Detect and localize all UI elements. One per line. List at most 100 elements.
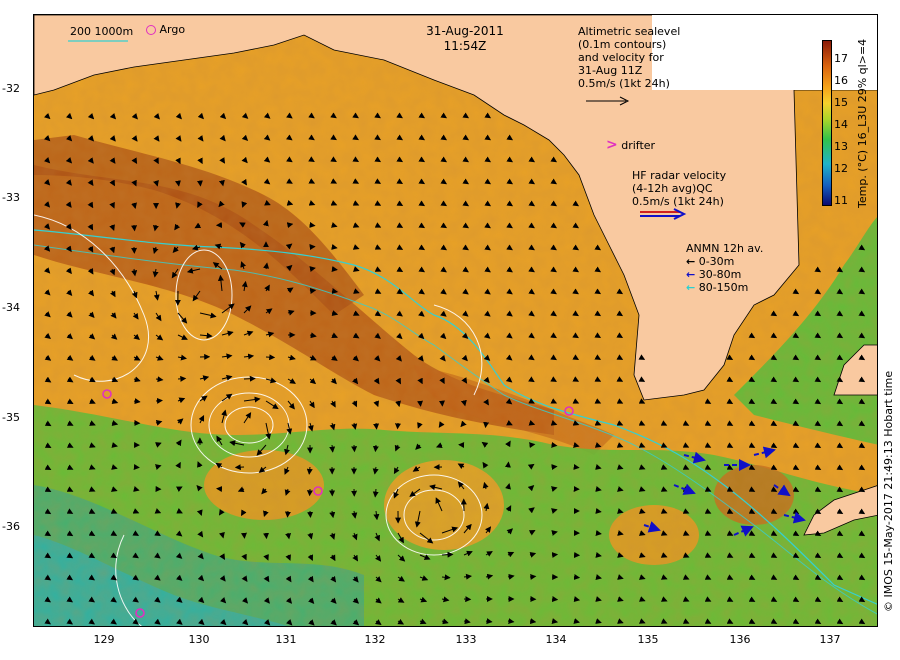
velocity-arrow (44, 267, 51, 274)
velocity-arrow (330, 156, 337, 163)
velocity-arrow (704, 618, 712, 624)
velocity-arrow (528, 156, 536, 163)
velocity-arrow (44, 420, 52, 427)
velocity-arrow (572, 200, 580, 207)
velocity-arrow (704, 464, 712, 470)
velocity-arrow (528, 200, 536, 207)
velocity-arrow (220, 618, 227, 626)
velocity-arrow (748, 398, 756, 405)
velocity-arrow (241, 532, 247, 539)
velocity-arrow (814, 266, 822, 273)
velocity-arrow (197, 552, 204, 560)
velocity-arrow (440, 288, 447, 295)
cbar-tick-16: 16 (834, 74, 848, 87)
velocity-arrow (241, 156, 248, 164)
velocity-arrow (351, 400, 358, 408)
velocity-arrow (506, 134, 514, 141)
velocity-arrow (792, 574, 800, 580)
velocity-arrow (352, 619, 360, 626)
velocity-arrow (262, 219, 269, 227)
velocity-arrow (573, 618, 580, 624)
lon-label: 134 (545, 633, 567, 646)
velocity-arrow (770, 596, 778, 602)
velocity-arrow (836, 376, 844, 383)
velocity-arrow (551, 530, 558, 536)
velocity-arrow (221, 353, 233, 360)
velocity-arrow (87, 157, 94, 164)
sst-map[interactable] (33, 14, 878, 627)
velocity-arrow (87, 112, 95, 120)
velocity-arrow (330, 200, 338, 206)
velocity-arrow (483, 502, 490, 512)
velocity-arrow (617, 618, 624, 624)
velocity-arrow (394, 422, 401, 430)
velocity-arrow (241, 553, 247, 561)
velocity-arrow (263, 619, 271, 626)
velocity-arrow (352, 310, 360, 316)
velocity-arrow (594, 244, 602, 251)
velocity-arrow (792, 596, 800, 602)
velocity-arrow (748, 442, 756, 448)
velocity-arrow (352, 178, 360, 184)
velocity-arrow (638, 376, 646, 382)
velocity-arrow (176, 596, 183, 603)
velocity-arrow (110, 486, 118, 492)
velocity-arrow (66, 508, 74, 514)
velocity-arrow (397, 618, 405, 625)
velocity-arrow (682, 464, 690, 470)
velocity-arrow (65, 179, 72, 186)
velocity-arrow (595, 596, 602, 602)
velocity-arrow (199, 312, 217, 319)
velocity-arrow (395, 400, 401, 408)
velocity-arrow (132, 618, 139, 625)
velocity-arrow (219, 134, 226, 142)
velocity-arrow (263, 156, 271, 163)
velocity-arrow (770, 354, 778, 361)
velocity-arrow (221, 393, 233, 402)
velocity-arrow (351, 422, 358, 430)
velocity-arrow (550, 222, 558, 229)
velocity-arrow (726, 354, 734, 361)
time-text: 11:54Z (443, 39, 487, 53)
velocity-arrow (858, 332, 866, 339)
velocity-arrow (726, 552, 734, 558)
velocity-arrow (133, 398, 141, 405)
velocity-arrow (461, 377, 468, 384)
velocity-arrow (285, 243, 293, 250)
velocity-arrow (240, 261, 247, 270)
velocity-arrow (858, 244, 866, 251)
velocity-arrow (197, 530, 204, 538)
velocity-arrow (660, 596, 668, 602)
velocity-arrow (175, 112, 182, 120)
velocity-arrow (770, 464, 778, 470)
velocity-arrow (308, 178, 316, 184)
cbar-tick-17: 17 (834, 52, 848, 65)
velocity-arrow (308, 597, 315, 604)
velocity-arrow (374, 200, 382, 206)
velocity-arrow (439, 332, 447, 340)
velocity-arrow (506, 528, 514, 535)
velocity-arrow (176, 508, 183, 514)
velocity-arrow (393, 466, 400, 475)
velocity-arrow (617, 552, 624, 558)
velocity-arrow (66, 464, 74, 470)
velocity-arrow (594, 398, 602, 404)
velocity-arrow (133, 333, 140, 341)
velocity-arrow (660, 574, 668, 580)
velocity-arrow (285, 264, 293, 272)
velocity-arrow (197, 201, 203, 208)
velocity-arrow (197, 157, 203, 165)
velocity-arrow (131, 179, 137, 187)
velocity-arrow (462, 222, 470, 229)
velocity-arrow (858, 310, 866, 317)
velocity-arrow (397, 575, 405, 582)
velocity-arrow (66, 420, 74, 426)
velocity-arrow (331, 244, 338, 250)
velocity-arrow (417, 400, 423, 407)
velocity-arrow (352, 332, 360, 339)
velocity-arrow (198, 618, 205, 626)
velocity-arrow (155, 419, 163, 426)
velocity-arrow (858, 442, 866, 449)
velocity-arrow (196, 180, 203, 187)
velocity-arrow (66, 596, 74, 603)
